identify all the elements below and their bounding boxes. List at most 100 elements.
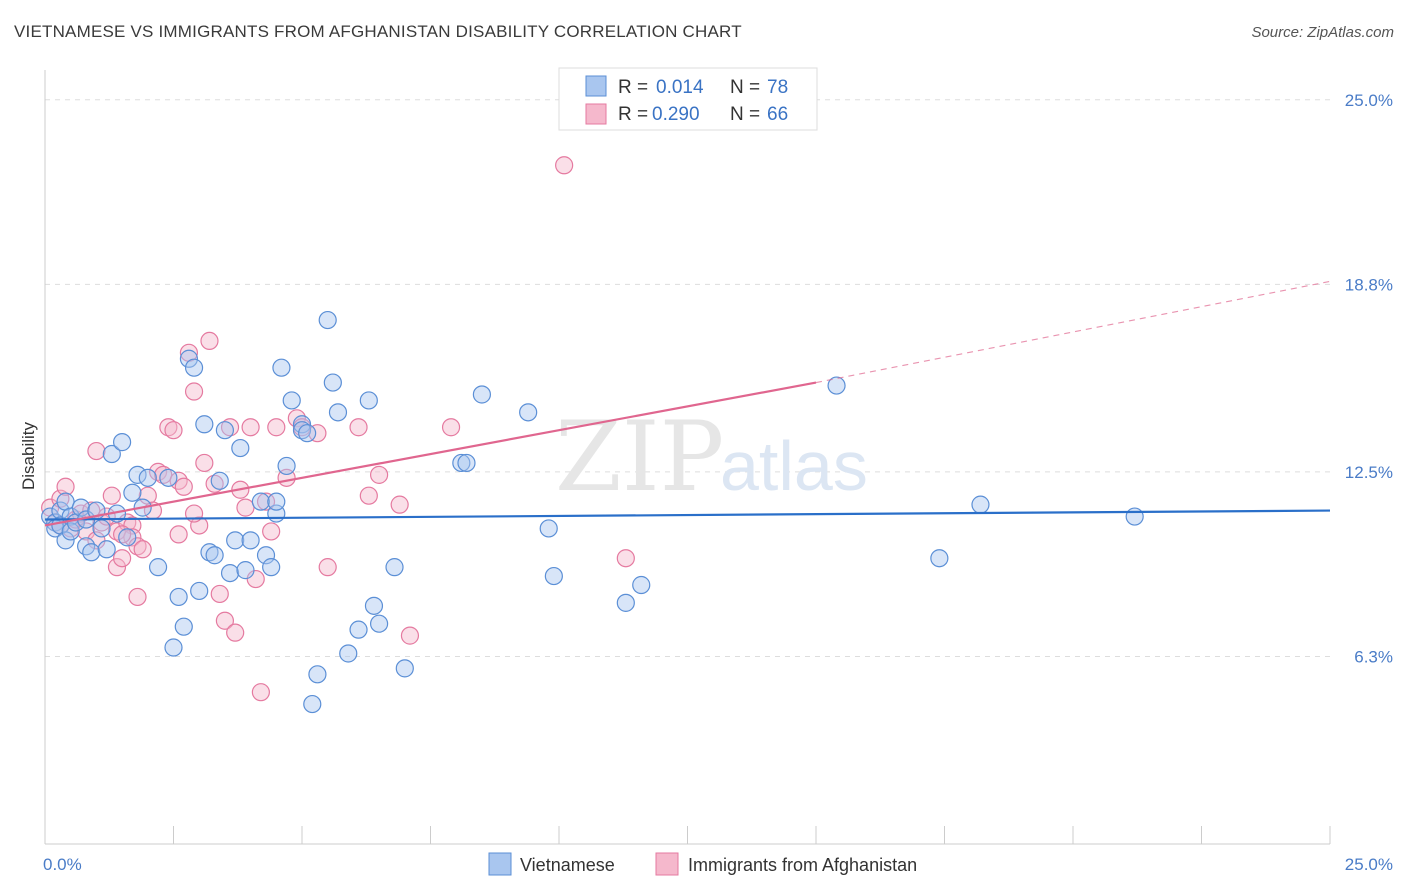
vietnamese-point [169, 587, 188, 607]
vietnamese-point [385, 558, 404, 577]
vietnamese-point [236, 561, 255, 580]
afghanistan-trend-line [44, 381, 817, 527]
afghanistan-point [616, 549, 635, 568]
vietnamese-point [267, 492, 286, 511]
chart-title: VIETNAMESE VS IMMIGRANTS FROM AFGHANISTA… [14, 22, 742, 41]
bottom-legend-vietnamese: Vietnamese [520, 855, 615, 875]
afghanistan-point [154, 465, 173, 484]
vietnamese-point [200, 543, 219, 562]
afghanistan-point [133, 540, 152, 559]
vietnamese-point [544, 566, 563, 586]
afghanistan-point [226, 623, 245, 642]
afghanistan-point [241, 418, 260, 437]
vietnamese-point [205, 546, 224, 565]
legend-n-label: N = [730, 77, 760, 98]
legend-r-value: 0.290 [652, 104, 700, 125]
afghanistan-point [210, 584, 229, 604]
afghanistan-point [246, 569, 265, 589]
series-vietnamese-points [41, 310, 1144, 714]
legend-swatch-blue [585, 75, 607, 97]
afghanistan-point [349, 418, 368, 437]
afghanistan-point [205, 474, 224, 493]
y-tick-label: 18.8% [1345, 275, 1393, 294]
vietnamese-point [138, 468, 157, 487]
vietnamese-point [71, 498, 91, 517]
afghanistan-point [220, 418, 240, 437]
vietnamese-point [61, 522, 80, 541]
afghanistan-point [195, 453, 214, 473]
vietnamese-point [339, 644, 358, 663]
legend-r-label: R = [618, 77, 648, 98]
vietnamese-point [539, 519, 558, 538]
vietnamese-point [827, 376, 846, 395]
vietnamese-point [179, 349, 199, 368]
afghanistan-point [164, 421, 183, 440]
vietnamese-point [1125, 507, 1144, 526]
vietnamese-point [148, 558, 168, 577]
afghanistan-point [190, 516, 209, 535]
afghanistan-point [87, 441, 106, 461]
vietnamese-point [616, 593, 635, 612]
trend-lines [44, 280, 1331, 527]
vietnamese-point [118, 528, 137, 547]
x-tick-label-max: 25.0% [1345, 855, 1393, 874]
afghanistan-point [128, 537, 147, 556]
bottom-legend-swatch-pink [655, 852, 679, 876]
legend-n-value: 78 [767, 77, 788, 98]
vietnamese-point [164, 638, 183, 657]
afghanistan-point [107, 558, 127, 577]
afghanistan-point [390, 495, 409, 514]
vietnamese-point [395, 659, 414, 678]
axes [44, 70, 1331, 845]
vietnamese-point [123, 483, 142, 502]
afghanistan-point [169, 525, 188, 544]
vietnamese-point [92, 519, 111, 538]
afghanistan-point [215, 611, 234, 630]
vietnamese-point [318, 310, 337, 330]
afghanistan-point [107, 522, 127, 541]
x-tick-label-min: 0.0% [43, 855, 82, 874]
y-axis-title: Disability [19, 421, 38, 490]
vietnamese-point [241, 531, 260, 550]
afghanistan-point [184, 382, 204, 401]
vietnamese-point [298, 424, 317, 443]
vietnamese-point [184, 358, 204, 377]
vietnamese-point [128, 465, 147, 484]
vietnamese-point [231, 438, 250, 458]
vietnamese-point [292, 421, 312, 440]
afghanistan-point [128, 587, 147, 607]
afghanistan-point [56, 477, 75, 496]
afghanistan-point [123, 528, 142, 547]
legend-n-label: N = [730, 104, 760, 125]
vietnamese-point [272, 358, 291, 377]
afghanistan-point [251, 683, 270, 702]
vietnamese-point [303, 694, 322, 714]
vietnamese-point [349, 620, 368, 639]
vietnamese-point [226, 531, 245, 550]
vietnamese-point [174, 617, 193, 636]
vietnamese-point [112, 433, 132, 452]
bottom-legend-swatch-blue [488, 852, 512, 876]
afghanistan-point [200, 331, 219, 350]
vietnamese-point [82, 543, 101, 562]
vietnamese-point [308, 665, 327, 684]
series-legend: Vietnamese Immigrants from Afghanistan [488, 852, 917, 876]
afghanistan-point [169, 471, 188, 490]
vietnamese-point [102, 444, 121, 464]
grid-lines [45, 99, 1330, 657]
afghanistan-point [287, 409, 306, 428]
vietnamese-point [971, 495, 990, 514]
vietnamese-point [190, 581, 209, 601]
bottom-legend-afghanistan: Immigrants from Afghanistan [688, 855, 917, 875]
legend-n-value: 66 [767, 104, 788, 125]
watermark: ZIP atlas [555, 401, 868, 513]
tick-labels: 6.3% 12.5% 18.8% 25.0% 0.0% 25.0% [43, 91, 1393, 874]
vietnamese-point [359, 391, 378, 410]
vietnamese-point [282, 391, 301, 410]
afghanistan-point [159, 418, 178, 437]
vietnamese-point [457, 453, 476, 473]
vietnamese-point [262, 558, 281, 577]
afghanistan-point [308, 424, 327, 443]
vietnamese-point [292, 415, 312, 434]
vietnamese-point [452, 453, 471, 473]
